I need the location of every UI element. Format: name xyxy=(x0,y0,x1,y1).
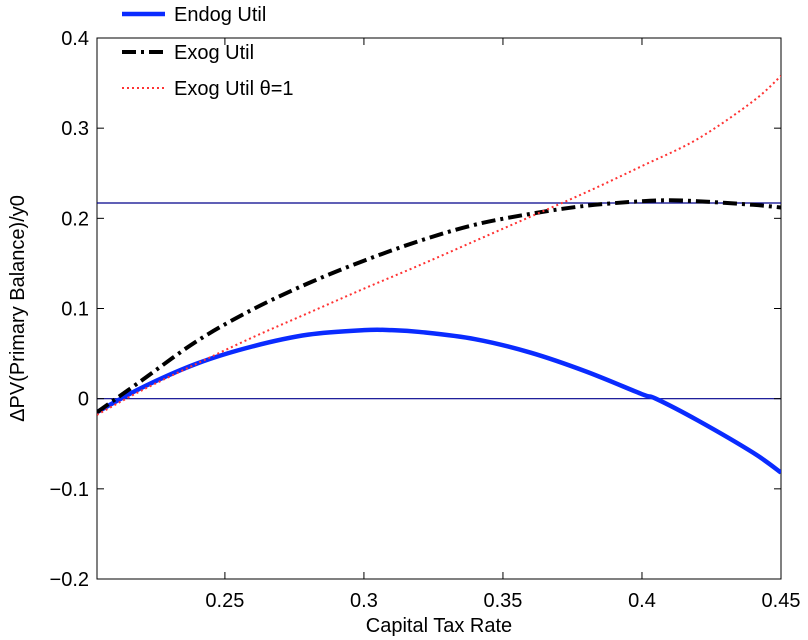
y-tick-label: 0 xyxy=(78,389,89,411)
x-tick-label: 0.3 xyxy=(350,590,378,612)
y-tick-label: 0.2 xyxy=(61,208,89,230)
x-tick-label: 0.45 xyxy=(762,590,801,612)
series-line-2 xyxy=(97,75,781,416)
y-tick-label: 0.3 xyxy=(61,118,89,140)
y-axis-label: ΔPV(Primary Balance)/y0 xyxy=(7,195,29,422)
series-line-1 xyxy=(97,198,781,414)
y-tick-label: −0.1 xyxy=(50,479,89,501)
legend-label-0: Endog Util xyxy=(174,4,266,26)
x-axis-label: Capital Tax Rate xyxy=(366,615,512,637)
y-tick-label: −0.2 xyxy=(50,569,89,591)
y-tick-label: 0.4 xyxy=(61,28,89,50)
legend-label-1: Exog Util xyxy=(174,42,254,64)
series-line-0 xyxy=(97,327,781,475)
axis-ticks: 0.25 0.3 0.35 0.4 0.45 −0.2 −0.1 0 0.1 0.2 0.3 0.4 xyxy=(50,28,801,612)
legend-label-2: Exog Util θ=1 xyxy=(174,78,294,100)
plot-area xyxy=(96,37,782,580)
x-tick-label: 0.35 xyxy=(483,590,522,612)
x-tick-label: 0.25 xyxy=(205,590,244,612)
reference-lines xyxy=(97,202,781,400)
legend: Endog Util Exog Util Exog Util θ=1 xyxy=(122,4,294,100)
y-tick-label: 0.1 xyxy=(61,299,89,321)
series-layer xyxy=(97,75,781,475)
x-tick-label: 0.4 xyxy=(628,590,656,612)
